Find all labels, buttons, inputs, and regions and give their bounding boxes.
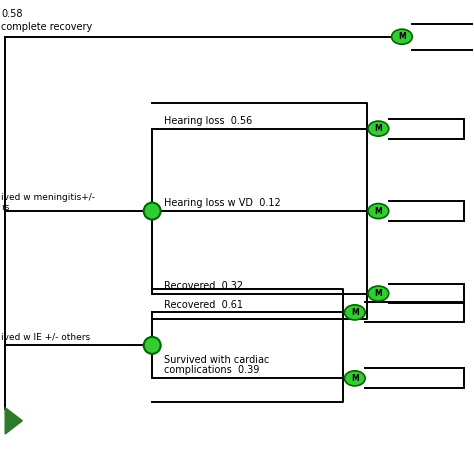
Text: ived w IE +/- others: ived w IE +/- others <box>1 333 91 342</box>
Text: Survived with cardiac: Survived with cardiac <box>164 355 269 365</box>
Text: Hearing loss  0.56: Hearing loss 0.56 <box>164 116 252 126</box>
Ellipse shape <box>345 371 365 386</box>
Ellipse shape <box>392 29 412 44</box>
Ellipse shape <box>368 203 389 219</box>
Ellipse shape <box>368 286 389 301</box>
Text: M: M <box>398 32 406 41</box>
Text: M: M <box>374 289 382 298</box>
Ellipse shape <box>144 202 161 219</box>
Text: M: M <box>374 207 382 216</box>
Text: rs: rs <box>1 203 10 212</box>
Text: Recovered  0.32: Recovered 0.32 <box>164 281 243 291</box>
Text: complications  0.39: complications 0.39 <box>164 365 259 374</box>
Text: 0.58: 0.58 <box>1 9 23 19</box>
Text: ived w meningitis+/-: ived w meningitis+/- <box>1 192 95 201</box>
Ellipse shape <box>368 121 389 136</box>
Ellipse shape <box>144 337 161 354</box>
Text: M: M <box>374 124 382 133</box>
Text: Hearing loss w VD  0.12: Hearing loss w VD 0.12 <box>164 198 281 208</box>
Text: M: M <box>351 308 359 317</box>
Text: complete recovery: complete recovery <box>1 22 92 32</box>
Text: Recovered  0.61: Recovered 0.61 <box>164 300 243 310</box>
Ellipse shape <box>345 305 365 320</box>
Polygon shape <box>5 408 22 434</box>
Text: M: M <box>351 374 359 383</box>
